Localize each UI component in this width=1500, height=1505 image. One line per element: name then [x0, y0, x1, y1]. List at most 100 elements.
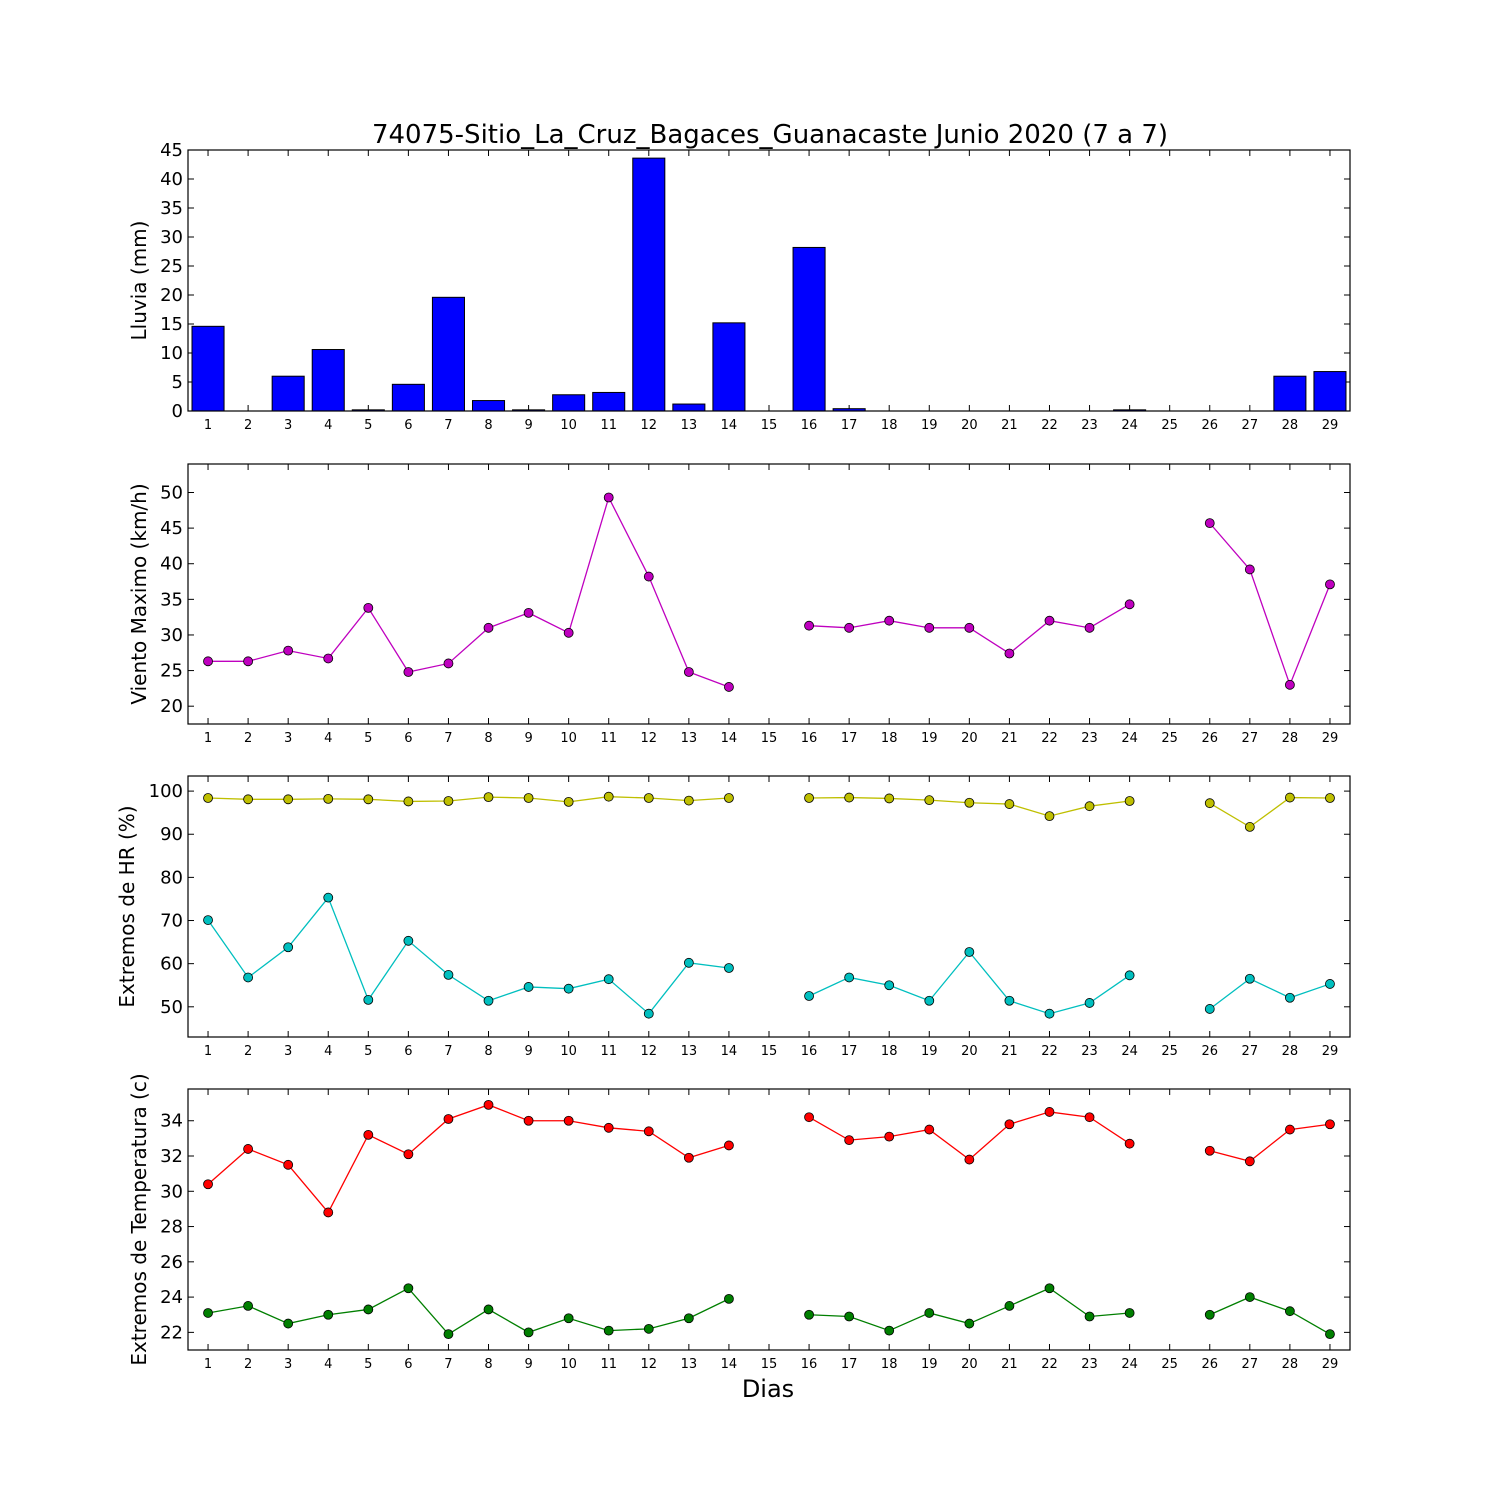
panel-3-series-2-point-day-5 [363, 994, 374, 1005]
panel-4-series-2-point-day-4 [323, 1309, 334, 1320]
panel-2-x-tick-label: 12 [641, 731, 658, 746]
panel-1-y-tick-label: 0 [172, 401, 183, 422]
panel-2-series-1-point-day-10 [563, 627, 574, 638]
panel-4-series-2-line [207, 1287, 730, 1335]
panel-2-series-1-point-day-2 [243, 656, 254, 667]
panel-4-series-1-point-day-2 [243, 1144, 254, 1154]
panel-3-series-2-line [1209, 978, 1331, 1010]
panel-4-series-1-point-day-4 [323, 1207, 334, 1218]
panel-2-series-1-point-day-23 [1084, 622, 1095, 633]
panel-3-series-1-line [1209, 796, 1330, 828]
panel-3-series-1-point-day-10 [563, 796, 574, 807]
panel-4-series-1-point-day-5 [363, 1129, 374, 1140]
panel-3-series-2-point-day-26 [1204, 1004, 1215, 1014]
panel-2-x-tick-label: 29 [1322, 731, 1339, 746]
panel-3-series-2-point-day-7 [443, 969, 454, 980]
panel-3-series-2-point-day-4 [323, 892, 334, 903]
panel-3-x-tick-label: 26 [1201, 1044, 1218, 1059]
panel-2-y-axis-label: Viento Maximo (km/h) [127, 483, 151, 704]
panel-3-series-1-point-day-2 [243, 794, 254, 805]
panel-2-series-1-point-day-17 [844, 622, 855, 633]
panel-3-x-tick-label: 28 [1282, 1044, 1299, 1059]
panel-2-series-1-point-day-18 [884, 615, 895, 626]
panel-2-series-1-point-day-13 [683, 667, 694, 677]
panel-4-x-tick-label: 28 [1282, 1357, 1299, 1372]
panel-2-x-tick-label: 1 [204, 731, 212, 746]
panel-4-series-2-line [1209, 1296, 1331, 1335]
panel-3-x-tick-label: 11 [600, 1044, 617, 1059]
panel-4-x-tick-label: 27 [1242, 1357, 1259, 1372]
panel-3-x-tick-label: 22 [1041, 1044, 1058, 1059]
panel-1-x-tick-label: 10 [560, 418, 577, 433]
panel-3-x-tick-label: 2 [244, 1044, 252, 1059]
panel-3-y-tick-label: 90 [160, 824, 183, 845]
panel-4-series-1-point-day-22 [1044, 1107, 1055, 1117]
panel-4-series-1-point-day-13 [683, 1152, 694, 1163]
panel-2-x-tick-label: 28 [1282, 731, 1299, 746]
panel-4-series-2-point-day-11 [603, 1325, 614, 1336]
panel-1-x-tick-label: 18 [881, 418, 898, 433]
panel-4-x-tick-label: 26 [1201, 1357, 1218, 1372]
panel-4-series-2-point-day-19 [924, 1308, 935, 1318]
panel-1-y-tick-label: 35 [160, 198, 183, 219]
panel-1-x-tick-label: 25 [1161, 418, 1178, 433]
panel-2-series-1-point-day-28 [1284, 679, 1295, 690]
panel-4-series-2-point-day-10 [563, 1313, 574, 1324]
panel-3-x-tick-label: 17 [841, 1044, 858, 1059]
panel-4-series-1-point-day-6 [403, 1149, 414, 1160]
panel-4-series-1-point-day-12 [643, 1126, 654, 1137]
panel-2-series-1-point-day-9 [523, 607, 534, 618]
panel-4-series-1-point-day-24 [1124, 1138, 1135, 1149]
panel-2-series-1-line [208, 495, 730, 688]
panel-1-x-tick-label: 29 [1322, 418, 1339, 433]
panel-2-series-1-point-day-21 [1004, 648, 1015, 659]
panel-1-y-tick-label: 10 [160, 343, 183, 364]
panel-1-x-tick-label: 8 [484, 418, 492, 433]
panel-2-x-tick-label: 19 [921, 731, 938, 746]
panel-4-x-tick-label: 25 [1161, 1357, 1178, 1372]
panel-4-series-1-point-day-26 [1204, 1145, 1215, 1156]
panel-3-series-1-point-day-27 [1244, 822, 1255, 832]
panel-1-x-tick-label: 15 [761, 418, 778, 433]
panel-2-x-tick-label: 23 [1081, 731, 1098, 746]
panel-3-series-1-point-day-5 [363, 794, 374, 805]
panel-2-y-tick-label: 30 [160, 625, 183, 646]
panel-2-series-1-point-day-22 [1044, 615, 1055, 626]
panel-4-x-tick-label: 20 [961, 1357, 978, 1372]
panel-2-x-tick-label: 27 [1242, 731, 1259, 746]
panel-3-series-2-point-day-14 [724, 963, 734, 973]
panel-1-x-tick-label: 24 [1121, 418, 1138, 433]
panel-4-series-1-point-day-10 [563, 1115, 574, 1126]
panel-1-y-tick-label: 45 [160, 140, 183, 161]
panel-4-x-tick-label: 5 [364, 1357, 372, 1372]
panel-2-series-1-point-day-20 [964, 622, 975, 633]
panel-2-x-tick-label: 14 [721, 731, 738, 746]
panel-3-y-tick-label: 50 [160, 997, 183, 1018]
panel-4-series-2-point-day-7 [443, 1329, 454, 1340]
panel-4-x-tick-label: 1 [204, 1357, 212, 1372]
panel-1-x-tick-label: 12 [641, 418, 658, 433]
panel-4-x-tick-label: 22 [1041, 1357, 1058, 1372]
panel-2-frame [187, 463, 1351, 725]
panel-4-series-2-point-day-22 [1044, 1283, 1055, 1294]
panel-2-series-1-point-day-14 [724, 682, 734, 692]
panel-2-x-tick-label: 13 [681, 731, 698, 746]
panel-3-series-1-point-day-8 [483, 792, 494, 803]
panel-2-x-tick-label: 17 [841, 731, 858, 746]
rain-bar-day-11 [592, 391, 626, 412]
panel-4-x-tick-label: 4 [324, 1357, 332, 1372]
panel-2-x-tick-label: 15 [761, 731, 778, 746]
panel-3-series-2-point-day-9 [523, 982, 534, 992]
panel-4-series-2-point-day-18 [884, 1325, 895, 1336]
panel-4-series-2-point-day-16 [804, 1309, 814, 1320]
panel-4-series-1-point-day-27 [1244, 1156, 1255, 1167]
panel-2-series-1-point-day-8 [483, 622, 494, 633]
panel-3-series-1-point-day-22 [1044, 811, 1055, 822]
panel-3-x-tick-label: 19 [921, 1044, 938, 1059]
panel-4-y-tick-label: 32 [160, 1146, 183, 1167]
panel-3-x-tick-label: 12 [641, 1044, 658, 1059]
panel-4-series-2-point-day-28 [1284, 1306, 1295, 1317]
panel-2-series-1-point-day-3 [283, 645, 294, 656]
panel-4-y-tick-label: 24 [160, 1287, 183, 1308]
